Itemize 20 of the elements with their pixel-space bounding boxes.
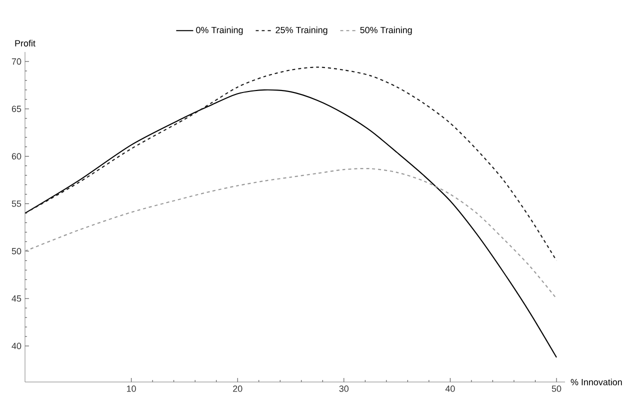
y-tick-label: 45: [12, 295, 22, 302]
x-tick-label: 30: [339, 386, 349, 392]
line-series: [25, 89, 558, 358]
legend-label: 50% Training: [360, 26, 412, 35]
y-tick-label: 60: [12, 153, 22, 160]
y-tick-label: 55: [12, 200, 22, 207]
x-axis-title: % Innovation: [570, 378, 622, 386]
x-tick-label: 20: [233, 386, 242, 392]
line-series: [25, 168, 558, 300]
legend-label: 0% Training: [196, 26, 243, 35]
x-tick-label: 50: [552, 386, 562, 392]
x-tick-label: 10: [127, 386, 136, 392]
y-tick-label: 40: [12, 342, 22, 350]
line-series: [25, 66, 558, 262]
y-tick-label: 65: [12, 106, 22, 112]
y-axis-title: Profit: [15, 40, 36, 46]
x-tick-label: 40: [445, 386, 455, 392]
y-tick-label: 70: [12, 58, 22, 65]
y-tick-label: 50: [12, 248, 22, 254]
legend-label: 25% Training: [276, 26, 328, 35]
